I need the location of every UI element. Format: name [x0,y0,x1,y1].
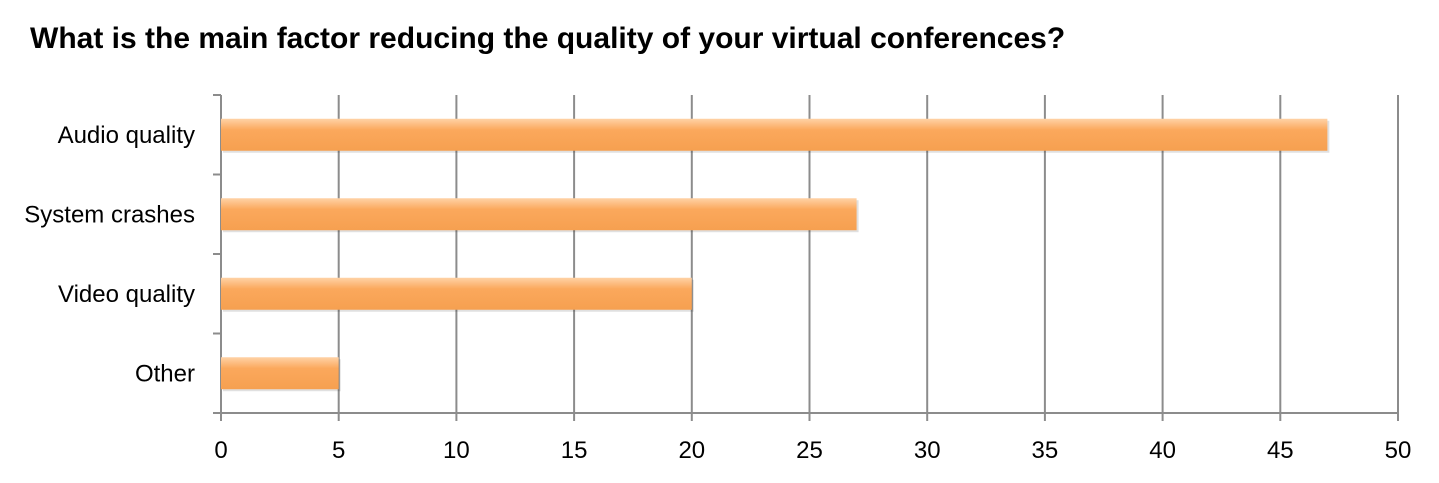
x-tick-label-45: 45 [1267,437,1294,464]
x-tick-label-10: 10 [443,437,470,464]
bar-audio-quality [221,118,1328,151]
x-tick-label-5: 5 [332,437,345,464]
category-label-video-quality: Video quality [58,281,195,308]
labels: 0 5 10 15 20 25 30 35 40 45 50 Audio quality System … [24,122,1411,464]
bar-other [221,357,339,390]
category-label-other: Other [135,360,195,387]
x-tick-label-0: 0 [214,437,227,464]
bar-system-crashes [221,198,857,231]
x-tick-label-30: 30 [914,437,941,464]
x-tick-label-25: 25 [796,437,823,464]
x-tick-label-40: 40 [1149,437,1176,464]
x-tick-label-15: 15 [561,437,588,464]
bars [221,118,1330,392]
category-label-audio-quality: Audio quality [58,122,195,149]
bar-video-quality [221,277,692,310]
x-tick-label-20: 20 [678,437,705,464]
chart-title: What is the main factor reducing the qua… [30,22,1066,55]
x-tick-label-50: 50 [1385,437,1412,464]
x-tick-label-35: 35 [1032,437,1059,464]
category-label-system-crashes: System crashes [24,201,195,228]
